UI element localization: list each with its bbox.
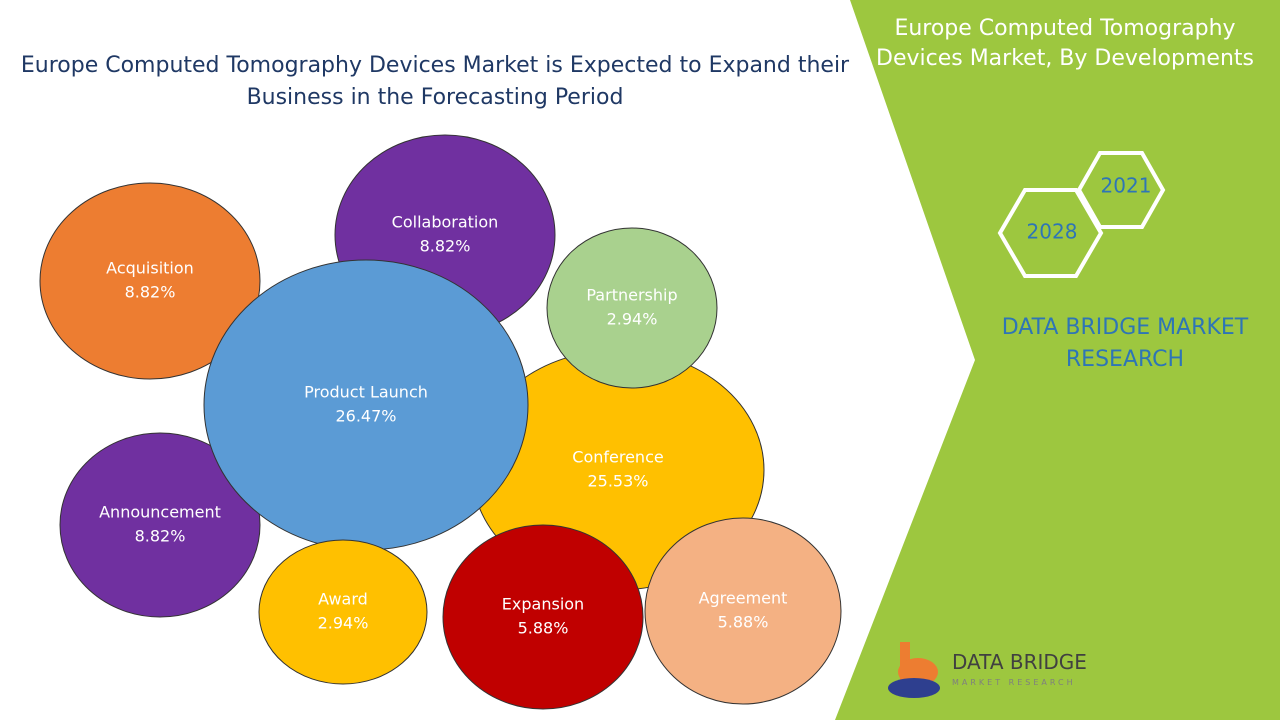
- bubble-value-label: 2.94%: [318, 614, 369, 633]
- bubble: [258, 539, 428, 685]
- bubble-value-label: 8.82%: [420, 237, 471, 256]
- bubble: [442, 524, 644, 710]
- logo-name: DATA BRIDGE: [952, 650, 1087, 674]
- side-title: Europe Computed Tomography Devices Marke…: [876, 16, 1254, 71]
- bubble-value-label: 2.94%: [607, 310, 658, 329]
- logo-sub: MARKET RESEARCH: [952, 678, 1076, 687]
- bubble: [59, 432, 261, 618]
- bubble-value-label: 5.88%: [518, 619, 569, 638]
- bubble-category: Acquisition: [106, 259, 194, 278]
- bubble-category: Award: [318, 590, 368, 609]
- bubble-category: Partnership: [586, 286, 677, 305]
- bubble-category: Conference: [572, 448, 663, 467]
- bubble-value-label: 5.88%: [718, 613, 769, 632]
- brand: DATA BRIDGE MARKET RESEARCH: [1001, 315, 1249, 372]
- bubble: [39, 182, 261, 380]
- bubble: [644, 517, 842, 705]
- year-label: 2021: [1101, 174, 1152, 198]
- bubble-category: Collaboration: [392, 213, 499, 232]
- bubble-category: Product Launch: [304, 383, 428, 402]
- bubble-value-label: 25.53%: [587, 472, 648, 491]
- bubble: [546, 227, 718, 389]
- bubble-value-label: 8.82%: [125, 283, 176, 302]
- logo-icon: [888, 642, 940, 698]
- hexagons: [997, 151, 1166, 278]
- bubble-value-label: 26.47%: [335, 407, 396, 426]
- year-label: 2028: [1027, 220, 1078, 244]
- bubble-category: Expansion: [502, 595, 584, 614]
- bubble: [203, 259, 529, 551]
- bubble-value-label: 8.82%: [135, 527, 186, 546]
- side-panel-bg: [835, 0, 1280, 720]
- chart-title: Europe Computed Tomography Devices Marke…: [20, 53, 850, 110]
- bubble-category: Announcement: [99, 503, 221, 522]
- bubble-category: Agreement: [699, 589, 788, 608]
